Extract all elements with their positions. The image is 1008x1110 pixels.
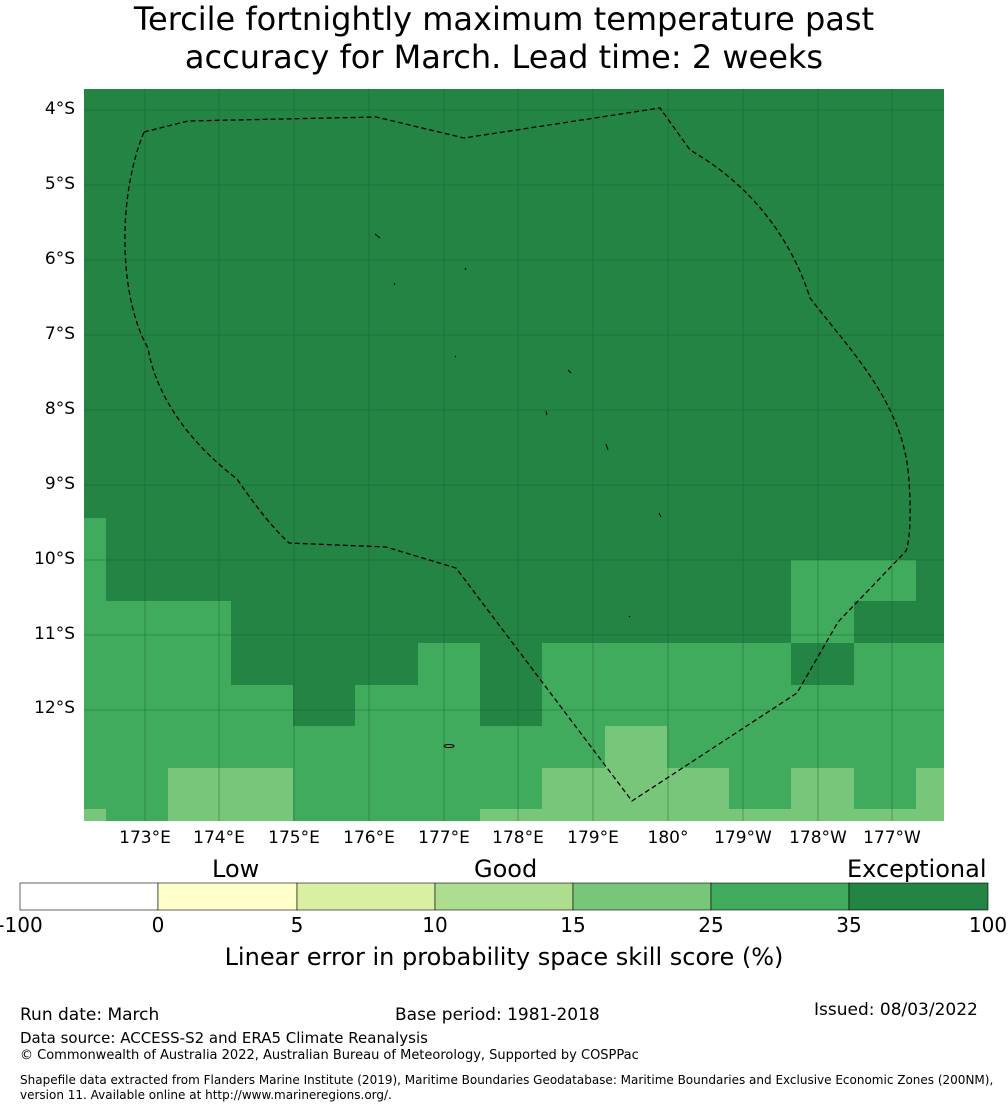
lat-label: 9°S xyxy=(44,474,75,494)
skill-region-15-25 xyxy=(84,726,944,821)
shapefile-credit-line-2: version 11. Available online at http://w… xyxy=(20,1088,392,1102)
lon-label: 180° xyxy=(647,828,689,848)
shapefile-credit: Shapefile data extracted from Flanders M… xyxy=(20,1073,1008,1103)
lat-label: 6°S xyxy=(44,249,75,269)
title-line-2: accuracy for March. Lead time: 2 weeks xyxy=(184,38,824,76)
lat-label: 11°S xyxy=(34,624,75,644)
shapefile-credit-line-1: Shapefile data extracted from Flanders M… xyxy=(20,1073,994,1087)
colorbar-tick: 100 xyxy=(968,913,1008,937)
eez-boundary xyxy=(124,107,911,802)
chart-title: Tercile fortnightly maximum temperature … xyxy=(0,0,1008,76)
lat-label: 10°S xyxy=(34,549,75,569)
colorbar-tick: -100 xyxy=(0,913,43,937)
title-line-1: Tercile fortnightly maximum temperature … xyxy=(133,0,875,38)
colorbar-tick: 35 xyxy=(836,913,862,937)
colorbar-tick: 5 xyxy=(290,913,304,937)
lon-label: 178°E xyxy=(492,828,544,848)
lon-label: 178°W xyxy=(789,828,847,848)
issued-date: Issued: 08/03/2022 xyxy=(814,1000,978,1020)
colorbar xyxy=(19,882,989,911)
lat-label: 5°S xyxy=(44,174,75,194)
lon-label: 173°E xyxy=(119,828,171,848)
data-source: Data source: ACCESS-S2 and ERA5 Climate … xyxy=(20,1029,428,1047)
legend-category-exceptional: Exceptional xyxy=(847,855,987,883)
colorbar-tick: 0 xyxy=(151,913,165,937)
lon-label: 177°E xyxy=(418,828,470,848)
lat-label: 12°S xyxy=(34,698,75,718)
colorbar-tick: 15 xyxy=(560,913,586,937)
lat-label: 7°S xyxy=(44,324,75,344)
lon-label: 177°W xyxy=(863,828,921,848)
colorbar-tick: 25 xyxy=(698,913,724,937)
legend-category-good: Good xyxy=(474,855,538,883)
lat-label: 8°S xyxy=(44,399,75,419)
lat-label: 4°S xyxy=(44,99,75,119)
lon-label: 179°W xyxy=(714,828,772,848)
lon-label: 176°E xyxy=(343,828,395,848)
colorbar-axis-label: Linear error in probability space skill … xyxy=(224,943,784,971)
copyright: © Commonwealth of Australia 2022, Austra… xyxy=(20,1048,639,1063)
legend-category-low: Low xyxy=(212,855,260,883)
map-gridlines xyxy=(84,89,944,821)
lon-label: 174°E xyxy=(193,828,245,848)
lon-label: 179°E xyxy=(567,828,619,848)
colorbar-tick: 10 xyxy=(422,913,448,937)
lon-label: 175°E xyxy=(268,828,320,848)
island-outlines xyxy=(374,233,662,748)
run-date: Run date: March xyxy=(20,1005,160,1025)
base-period: Base period: 1981-2018 xyxy=(395,1005,600,1025)
